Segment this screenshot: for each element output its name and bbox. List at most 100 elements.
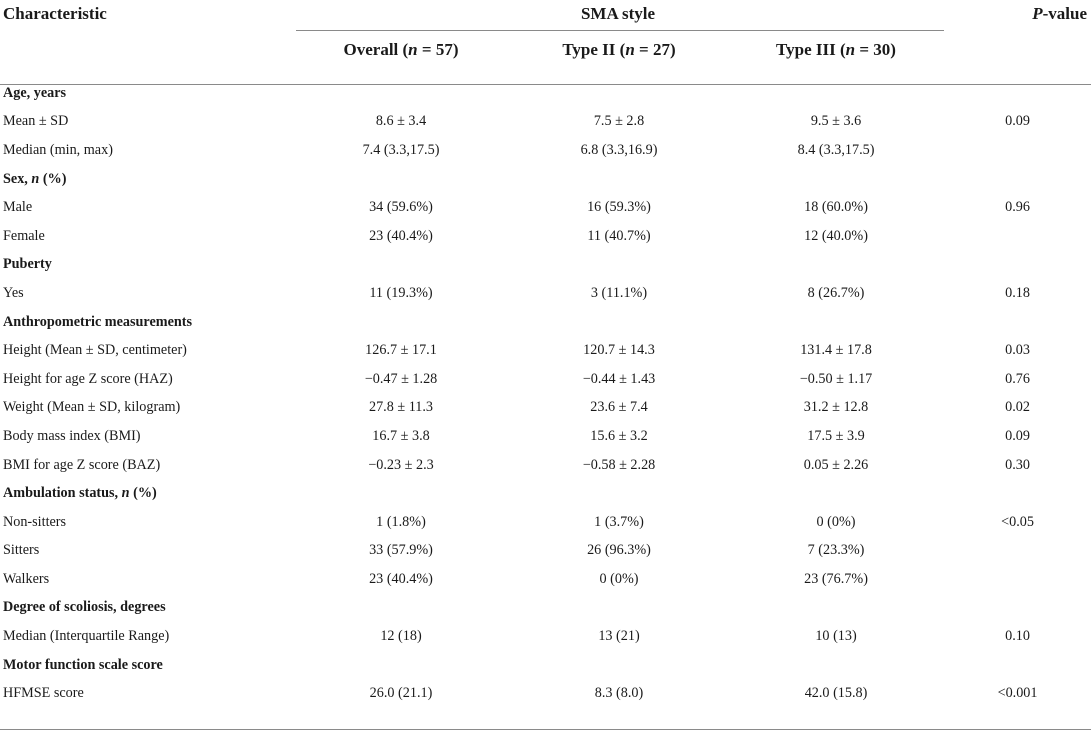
p-value-cell: 0.30 — [1005, 456, 1030, 473]
table-row: Non-sitters 1 (1.8%) 1 (3.7%) 0 (0%) <0.05 — [0, 508, 1091, 537]
overall-cell: 33 (57.9%) — [369, 542, 433, 559]
type2-cell: 16 (59.3%) — [587, 199, 651, 216]
overall-cell: 23 (40.4%) — [369, 570, 433, 587]
row-label: Female — [3, 227, 45, 244]
row-label: Median (min, max) — [3, 141, 113, 158]
overall-cell: −0.23 ± 2.3 — [368, 456, 434, 473]
row-label: Male — [3, 199, 33, 216]
row-label: Mean ± SD — [3, 113, 69, 130]
section-title-text: Sex, — [3, 170, 32, 187]
section-title: Puberty — [0, 251, 1091, 280]
type2-cell: 6.8 (3.3,16.9) — [580, 141, 658, 158]
type2-cell: 13 (21) — [598, 628, 640, 645]
type2-count: = 27) — [634, 40, 676, 59]
type2-cell: 23.6 ± 7.4 — [590, 399, 648, 416]
type3-cell: 10 (13) — [815, 628, 857, 645]
overall-cell: 11 (19.3%) — [369, 284, 433, 301]
table-row: HFMSE score 26.0 (21.1) 8.3 (8.0) 42.0 (15.… — [0, 679, 1091, 708]
p-value-suffix: -value — [1042, 3, 1088, 23]
type3-cell: 18 (60.0%) — [804, 199, 868, 216]
section-title: Motor function scale score — [0, 651, 1091, 680]
row-label: Height (Mean ± SD, centimeter) — [3, 342, 187, 359]
section-title-text: Puberty — [3, 256, 52, 273]
row-label: Median (Interquartile Range) — [3, 628, 170, 645]
characteristic-header: Characteristic — [3, 3, 107, 23]
overall-cell: 34 (59.6%) — [369, 199, 433, 216]
type2-cell: 15.6 ± 3.2 — [590, 427, 648, 444]
blank-header-cell — [944, 27, 1091, 73]
type2-cell: 11 (40.7%) — [587, 227, 651, 244]
overall-n: n — [408, 40, 418, 59]
table-row: Yes 11 (19.3%) 3 (11.1%) 8 (26.7%) 0.18 — [0, 279, 1091, 308]
table-row: BMI for age Z score (BAZ) −0.23 ± 2.3 −0.5… — [0, 451, 1091, 480]
p-value-cell — [944, 565, 1091, 594]
overall-cell: 23 (40.4%) — [369, 227, 433, 244]
row-label: Sitters — [3, 542, 40, 559]
row-label: Height for age Z score (HAZ) — [3, 370, 173, 387]
table-row: Sitters 33 (57.9%) 26 (96.3%) 7 (23.3%) — [0, 537, 1091, 566]
section-title: Age, years — [0, 79, 1091, 108]
p-value-cell: 0.18 — [1005, 284, 1030, 301]
sma-style-rule — [296, 30, 944, 31]
type3-cell: 0 (0%) — [816, 513, 856, 530]
p-value-cell: 0.96 — [1005, 199, 1030, 216]
table-row: Female 23 (40.4%) 11 (40.7%) 12 (40.0%) — [0, 222, 1091, 251]
row-label: Walkers — [3, 570, 50, 587]
type2-cell: −0.58 ± 2.28 — [582, 456, 656, 473]
overall-label: Overall ( — [343, 40, 409, 59]
type3-cell: 8.4 (3.3,17.5) — [797, 141, 875, 158]
type3-cell: 31.2 ± 12.8 — [803, 399, 869, 416]
section-title-tail: (%) — [39, 170, 67, 187]
type3-cell: 12 (40.0%) — [804, 227, 868, 244]
type2-header: Type II (n = 27) — [510, 27, 728, 73]
row-label: Weight (Mean ± SD, kilogram) — [3, 399, 181, 416]
p-value-cell: 0.76 — [1005, 370, 1030, 387]
type3-cell: 0.05 ± 2.26 — [803, 456, 869, 473]
type2-cell: 3 (11.1%) — [590, 284, 648, 301]
section-title-text: Anthropometric measurements — [3, 313, 193, 330]
p-value-cell — [944, 222, 1091, 251]
p-italic: P — [1032, 3, 1043, 23]
row-label: BMI for age Z score (BAZ) — [3, 456, 161, 473]
sma-style-header: SMA style — [580, 3, 656, 23]
overall-cell: 1 (1.8%) — [376, 513, 426, 530]
type3-count: = 30) — [855, 40, 896, 59]
p-value-cell: <0.001 — [997, 685, 1038, 702]
type3-header: Type III (n = 30) — [728, 27, 944, 73]
overall-cell: −0.47 ± 1.28 — [364, 370, 438, 387]
type2-cell: −0.44 ± 1.43 — [582, 370, 656, 387]
section-header-row: Motor function scale score — [0, 651, 1091, 680]
section-title-italic: n — [31, 170, 40, 187]
table-row: Body mass index (BMI) 16.7 ± 3.8 15.6 ± 3.… — [0, 422, 1091, 451]
overall-cell: 26.0 (21.1) — [369, 685, 433, 702]
section-header-row: Sex, n (%) — [0, 165, 1091, 194]
bottom-rule — [0, 729, 1091, 730]
table-row: Walkers 23 (40.4%) 0 (0%) 23 (76.7%) — [0, 565, 1091, 594]
header-row-1: Characteristic SMA style P-value — [0, 0, 1091, 27]
blank-header-cell — [0, 27, 292, 73]
p-value-header: P-value — [944, 0, 1091, 27]
type3-cell: 17.5 ± 3.9 — [807, 427, 865, 444]
overall-cell: 126.7 ± 17.1 — [365, 342, 437, 359]
p-value-cell: <0.05 — [1001, 513, 1034, 530]
table-row: Median (Interquartile Range) 12 (18) 13 (2… — [0, 622, 1091, 651]
overall-cell: 12 (18) — [380, 628, 422, 645]
table-row: Weight (Mean ± SD, kilogram) 27.8 ± 11.3 2… — [0, 394, 1091, 423]
section-header-row: Degree of scoliosis, degrees — [0, 594, 1091, 623]
table-row: Mean ± SD 8.6 ± 3.4 7.5 ± 2.8 9.5 ± 3.6 0.09 — [0, 108, 1091, 137]
row-label: Non-sitters — [3, 513, 67, 530]
section-header-row: Ambulation status, n (%) — [0, 479, 1091, 508]
p-value-cell — [944, 537, 1091, 566]
type2-cell: 7.5 ± 2.8 — [593, 113, 645, 130]
p-value-cell: 0.09 — [1005, 113, 1030, 130]
section-title: Sex, n (%) — [0, 165, 1091, 194]
type3-cell: 42.0 (15.8) — [804, 685, 868, 702]
section-header-row: Age, years — [0, 79, 1091, 108]
characteristics-table: Characteristic SMA style P-value Overall… — [0, 0, 1091, 708]
table-row: Median (min, max) 7.4 (3.3,17.5) 6.8 (3.3,… — [0, 136, 1091, 165]
type3-cell: 8 (26.7%) — [807, 284, 865, 301]
type3-n: n — [845, 40, 856, 59]
type2-cell: 1 (3.7%) — [594, 513, 644, 530]
section-title-italic: n — [121, 485, 130, 502]
